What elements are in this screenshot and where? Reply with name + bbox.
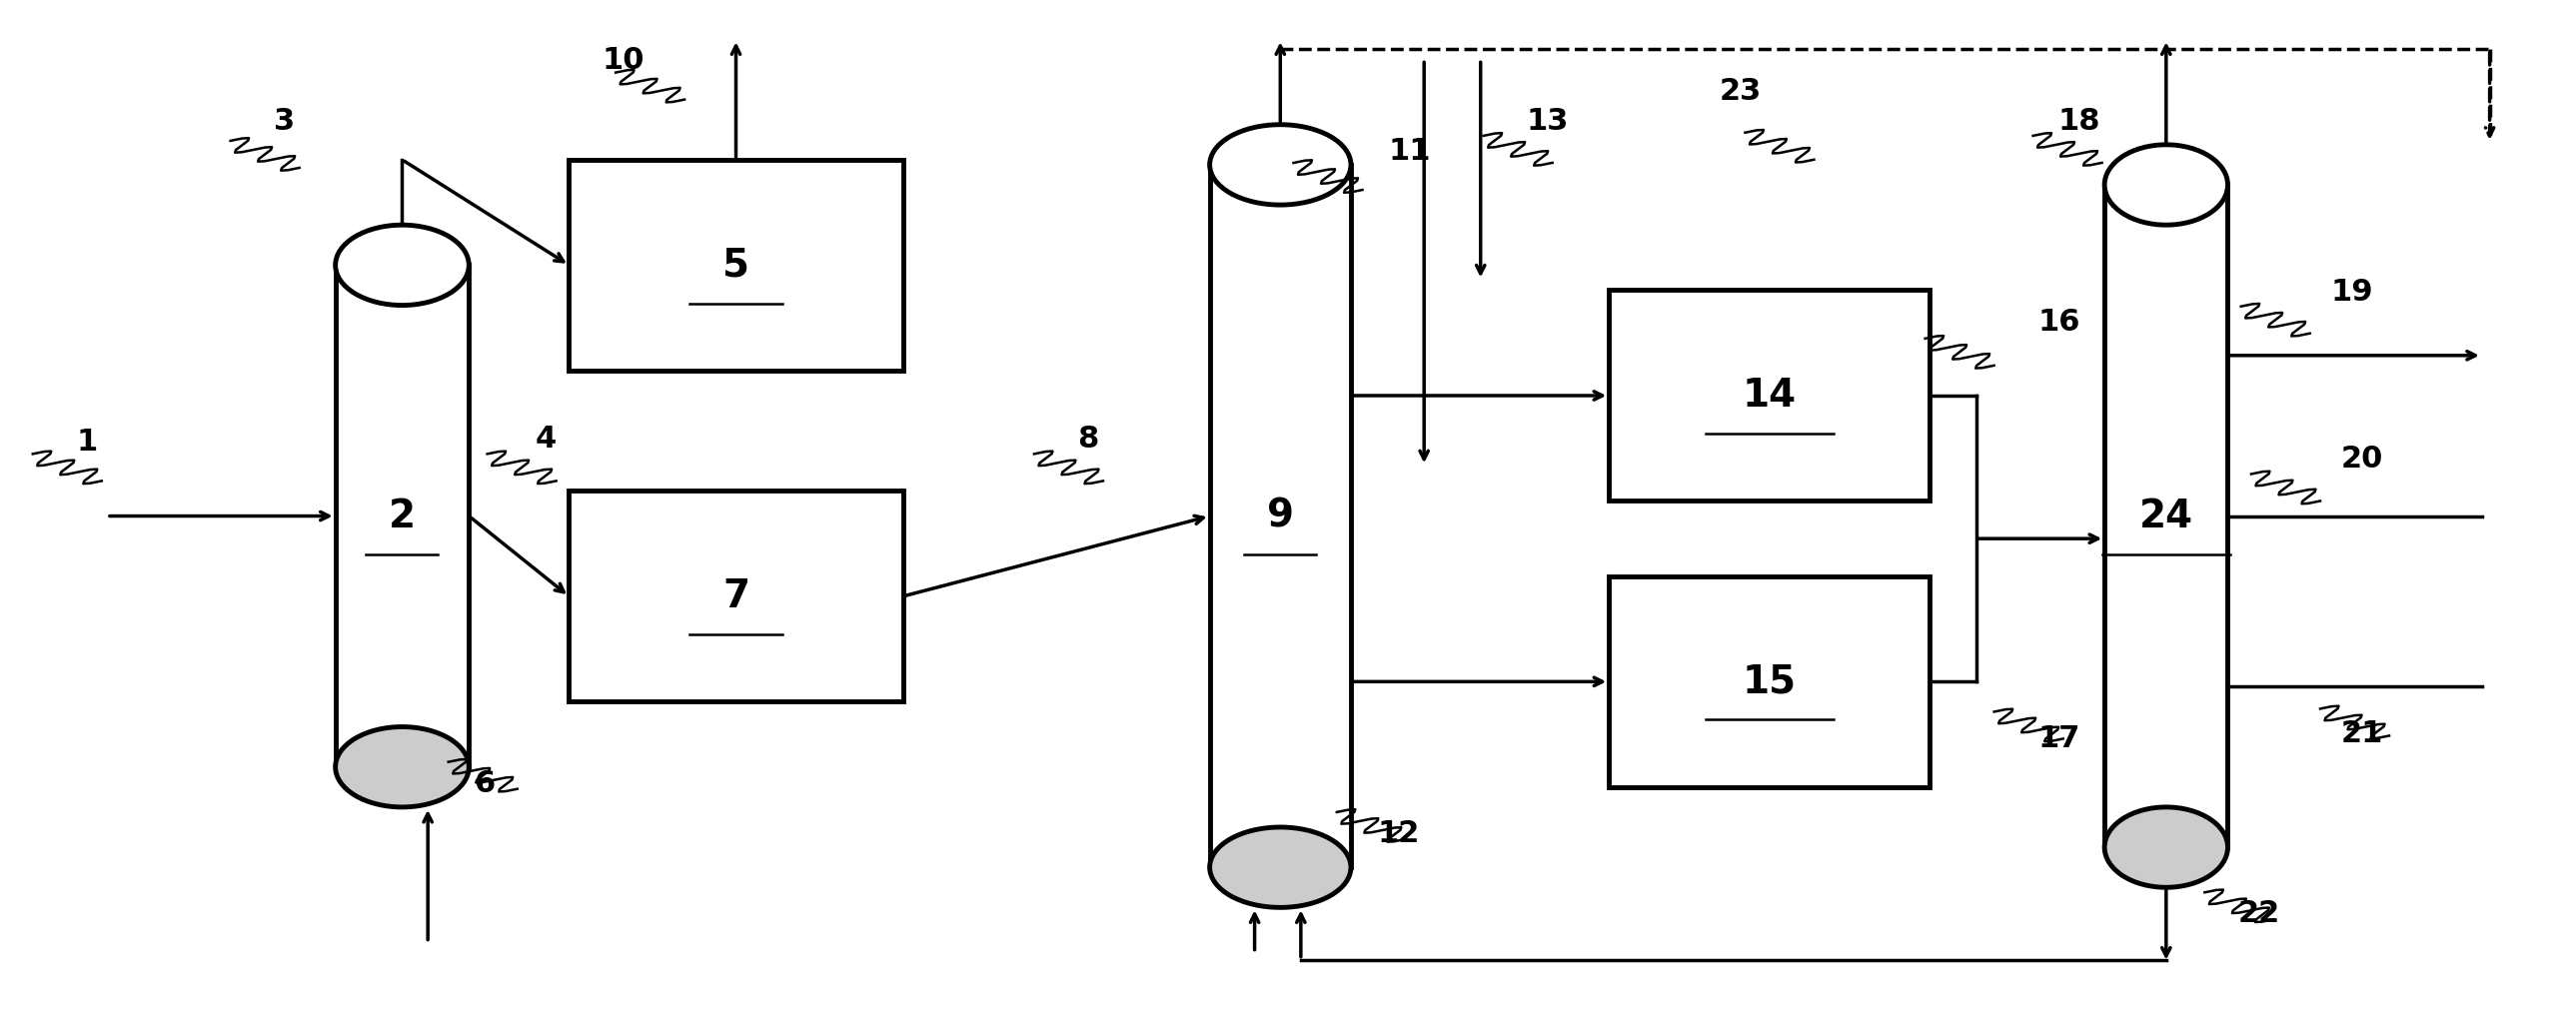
Ellipse shape [2105,145,2228,225]
Text: 14: 14 [1741,376,1795,415]
Ellipse shape [2105,808,2228,888]
Ellipse shape [335,225,469,306]
Text: 22: 22 [2239,900,2280,929]
Text: 7: 7 [721,578,750,615]
Text: 13: 13 [1528,106,1569,136]
Ellipse shape [335,727,469,808]
Text: 6: 6 [474,769,495,798]
Text: 11: 11 [1388,137,1430,166]
Text: 20: 20 [2342,445,2383,474]
Bar [569,160,902,370]
Bar [335,265,469,767]
Text: 17: 17 [2038,724,2079,753]
Text: 16: 16 [2038,308,2081,336]
Text: 4: 4 [536,425,556,453]
Bar [569,491,902,701]
Bar [1610,576,1929,787]
Bar [2105,185,2228,847]
Text: 21: 21 [2342,719,2383,748]
Text: 23: 23 [1718,77,1762,105]
Text: 9: 9 [1267,497,1293,535]
Text: 19: 19 [2331,277,2372,307]
Text: 10: 10 [603,47,644,76]
Text: 15: 15 [1741,663,1795,700]
Text: 18: 18 [2058,106,2102,136]
Text: 3: 3 [273,106,294,136]
Text: 2: 2 [389,497,415,535]
Bar [1211,165,1350,867]
Text: 12: 12 [1378,820,1419,848]
Text: 24: 24 [2138,497,2192,535]
Text: 5: 5 [721,246,750,284]
Ellipse shape [1211,827,1350,908]
Bar [1610,290,1929,501]
Text: 8: 8 [1077,425,1100,453]
Ellipse shape [1211,124,1350,204]
Text: 1: 1 [77,428,98,456]
